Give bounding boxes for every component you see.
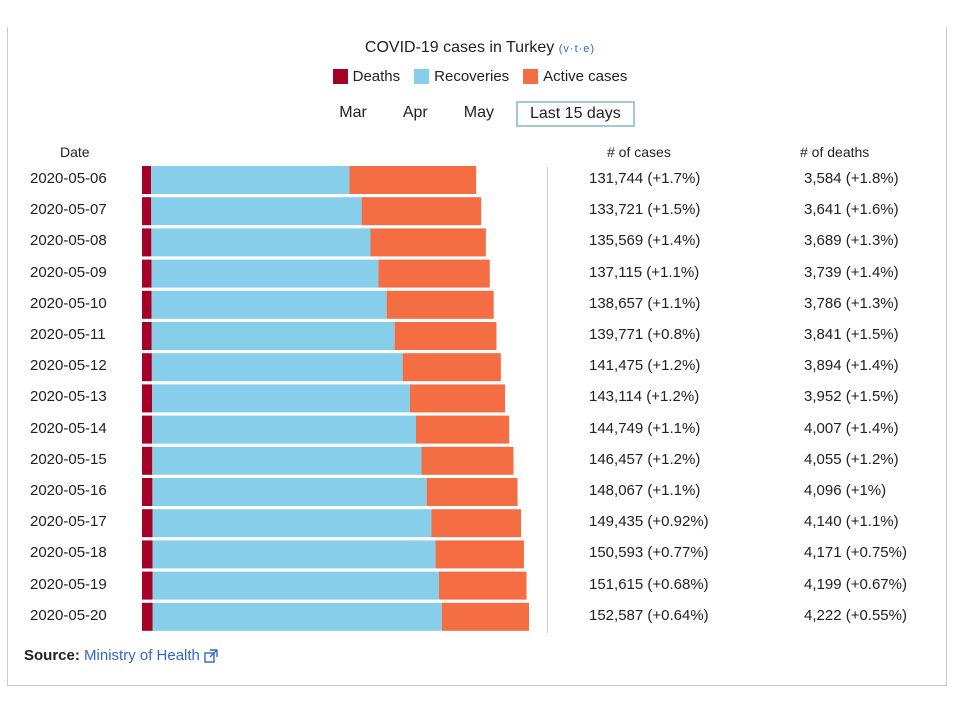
row-cases-label: 135,569 (+1.4%) <box>589 232 701 250</box>
row-date-label: 2020-05-07 <box>30 201 107 219</box>
legend-swatch-deaths <box>332 69 348 84</box>
tab-mar[interactable]: Mar <box>339 104 367 121</box>
source-prefix: Source: <box>24 647 80 664</box>
source-link[interactable]: Ministry of Health <box>84 647 200 664</box>
row-cases-label: 146,457 (+1.2%) <box>589 450 701 468</box>
row-date-label: 2020-05-11 <box>30 326 106 343</box>
tab-last-15-days[interactable]: Last 15 days <box>515 101 635 127</box>
row-cases-label: 137,115 (+1.1%) <box>589 263 700 281</box>
row-date-label: 2020-05-19 <box>30 575 107 593</box>
row-date-label: 2020-05-20 <box>30 606 107 624</box>
chart-title-row: COVID-19 cases in Turkey (v·t·e) <box>0 39 960 57</box>
row-date-label: 2020-05-10 <box>30 294 107 312</box>
row-date-label: 2020-05-09 <box>30 263 107 281</box>
header-date: Date <box>60 144 90 160</box>
tab-apr[interactable]: Apr <box>402 104 428 121</box>
row-deaths-label: 3,894 (+1.4%) <box>804 357 899 375</box>
row-date-label: 2020-05-06 <box>30 170 107 187</box>
row-date-label: 2020-05-13 <box>30 388 107 406</box>
row-cases-label: 151,615 (+0.68%) <box>589 575 709 593</box>
external-link-icon <box>204 649 218 663</box>
row-cases-label: 141,475 (+1.2%) <box>589 357 701 375</box>
row-cases-label: 144,749 (+1.1%) <box>589 419 701 437</box>
legend-label-recoveries: Recoveries <box>434 68 510 85</box>
legend: Deaths Recoveries Active cases <box>0 68 960 85</box>
row-date-label: 2020-05-08 <box>30 232 107 250</box>
row-cases-label: 138,657 (+1.1%) <box>589 294 701 312</box>
legend-item-deaths: Deaths <box>332 68 401 85</box>
row-deaths-label: 4,007 (+1.4%) <box>804 419 899 437</box>
vte-links[interactable]: (v·t·e) <box>558 43 596 55</box>
row-deaths-label: 4,222 (+0.55%) <box>804 606 907 624</box>
row-cases-label: 149,435 (+0.92%) <box>589 513 709 531</box>
legend-item-active: Active cases <box>523 68 627 85</box>
row-deaths-label: 4,171 (+0.75%) <box>804 544 907 562</box>
row-date-label: 2020-05-16 <box>30 482 107 499</box>
row-date-label: 2020-05-15 <box>30 450 107 468</box>
column-divider <box>547 167 548 633</box>
source-line: Source: Ministry of Health <box>24 647 218 664</box>
row-deaths-label: 3,641 (+1.6%) <box>804 201 899 219</box>
row-cases-label: 150,593 (+0.77%) <box>589 544 709 562</box>
row-deaths-label: 4,140 (+1.1%) <box>804 513 899 531</box>
row-deaths-label: 3,739 (+1.4%) <box>804 263 899 281</box>
header-cases: # of cases <box>607 144 671 160</box>
row-deaths-label: 3,689 (+1.3%) <box>804 232 899 250</box>
row-cases-label: 139,771 (+0.8%) <box>589 326 701 343</box>
legend-swatch-recoveries <box>414 69 430 84</box>
row-cases-label: 148,067 (+1.1%) <box>589 482 701 499</box>
legend-item-recoveries: Recoveries <box>414 68 509 85</box>
legend-label-active: Active cases <box>543 68 628 85</box>
header-deaths: # of deaths <box>800 144 870 160</box>
row-date-label: 2020-05-12 <box>30 357 107 375</box>
row-cases-label: 143,114 (+1.2%) <box>589 388 700 406</box>
row-cases-label: 131,744 (+1.7%) <box>589 170 701 187</box>
tab-may[interactable]: May <box>463 104 494 121</box>
period-tabs: Mar Apr May Last 15 days <box>0 101 960 127</box>
chart-title: COVID-19 cases in Turkey <box>364 39 555 56</box>
row-deaths-label: 3,841 (+1.5%) <box>804 326 899 343</box>
row-cases-label: 152,587 (+0.64%) <box>589 606 709 624</box>
row-deaths-label: 3,952 (+1.5%) <box>804 388 899 406</box>
row-deaths-label: 4,096 (+1%) <box>804 482 887 499</box>
legend-label-deaths: Deaths <box>352 68 401 85</box>
row-cases-label: 133,721 (+1.5%) <box>589 201 701 219</box>
row-date-label: 2020-05-17 <box>30 513 107 531</box>
row-deaths-label: 4,199 (+0.67%) <box>804 575 907 593</box>
legend-swatch-active <box>523 69 539 84</box>
row-deaths-label: 3,584 (+1.8%) <box>804 170 899 187</box>
row-date-label: 2020-05-14 <box>30 419 107 437</box>
row-deaths-label: 3,786 (+1.3%) <box>804 294 899 312</box>
row-date-label: 2020-05-18 <box>30 544 107 562</box>
row-deaths-label: 4,055 (+1.2%) <box>804 450 899 468</box>
